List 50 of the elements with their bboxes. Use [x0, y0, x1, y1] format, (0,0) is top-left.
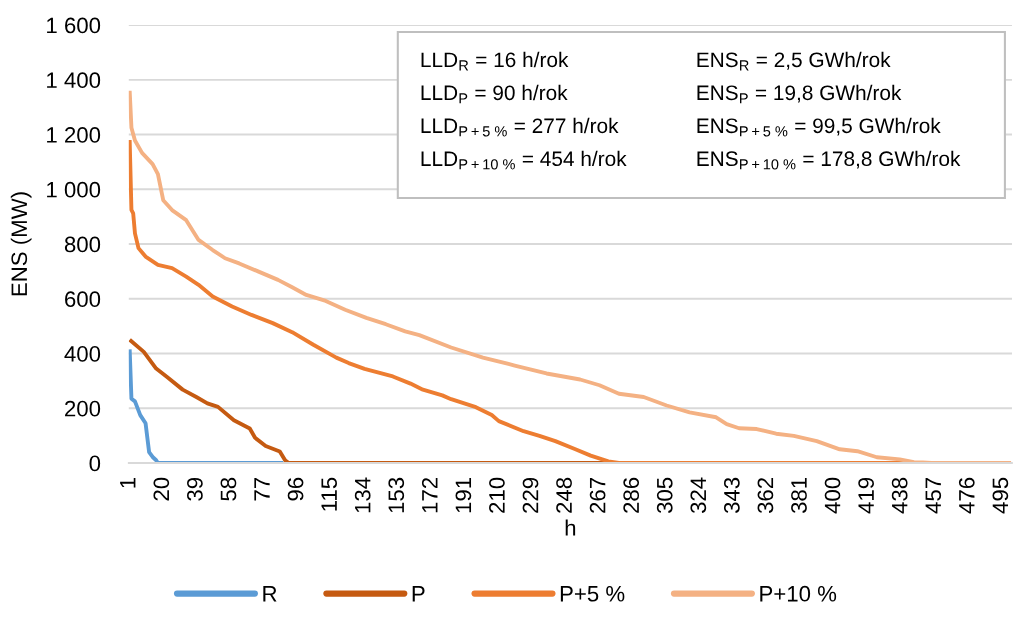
- x-tick-label: 77: [254, 477, 270, 501]
- x-tick-label: 400: [824, 477, 841, 514]
- x-tick-label: 381: [791, 477, 807, 514]
- x-tick-label: 20: [153, 477, 170, 501]
- x-tick-label: 153: [388, 477, 405, 513]
- annotation: LLD$_{R}$ = 16 h/rok: [421, 51, 569, 71]
- legend-label: P+10 %: [760, 585, 837, 602]
- y-tick-label: 400: [64, 346, 101, 362]
- x-tick-label: 267: [589, 477, 606, 513]
- x-tick-label: 134: [354, 477, 371, 513]
- y-tick-label: 1 000: [47, 181, 101, 198]
- x-tick-label: 419: [858, 477, 874, 514]
- x-tick-label: 191: [455, 477, 472, 513]
- x-tick-label: 362: [757, 477, 774, 514]
- x-tick-label: 343: [723, 477, 740, 514]
- legend-label: P+5 %: [560, 585, 625, 602]
- annotation: LLD$_{P+5 %}$ = 277 h/rok: [421, 117, 619, 137]
- x-tick-label: 115: [321, 477, 337, 511]
- x-tick-label: 1: [120, 477, 136, 488]
- x-tick-label: 305: [656, 477, 673, 514]
- annotation: LLD$_{P}$ = 90 h/rok: [421, 84, 568, 104]
- x-tick-label: 96: [287, 477, 304, 501]
- annotation: ENS$_{P}$ = 19,8 GWh/rok: [697, 84, 902, 104]
- x-tick-label: 39: [187, 477, 203, 501]
- annotation: LLD$_{P+10 %}$ = 454 h/rok: [421, 150, 627, 170]
- x-tick-label: 229: [522, 477, 539, 513]
- y-tick-label: 600: [65, 291, 101, 308]
- x-tick-label: 457: [925, 477, 942, 514]
- x-tick-label: 248: [556, 477, 572, 513]
- y-tick-label: 1 600: [47, 17, 101, 34]
- x-tick-label: 58: [220, 477, 237, 501]
- y-tick-label: 1 200: [47, 127, 101, 143]
- x-tick-label: 495: [992, 477, 1009, 514]
- y-axis-title: ENS (MW): [10, 192, 32, 296]
- y-tick-label: 1 400: [47, 72, 101, 89]
- x-tick-label: 476: [958, 477, 975, 514]
- y-tick-label: 800: [64, 236, 101, 253]
- x-tick-label: 324: [690, 477, 707, 514]
- legend-label: P: [412, 586, 425, 602]
- x-tick-label: 286: [623, 477, 640, 513]
- x-tick-label: 172: [421, 477, 438, 513]
- legend-label: R: [263, 586, 277, 602]
- annotation: ENS$_{P+5 %}$ = 99,5 GWh/rok: [697, 117, 941, 137]
- annotation: ENS$_{P+10 %}$ = 178,8 GWh/rok: [697, 150, 961, 170]
- x-axis-title: h: [565, 519, 576, 536]
- y-tick-label: 0: [89, 455, 101, 472]
- x-tick-label: 210: [489, 477, 505, 513]
- y-tick-label: 200: [65, 400, 101, 417]
- annotation: ENS$_{R}$ = 2,5 GWh/rok: [697, 51, 891, 71]
- x-tick-label: 438: [891, 477, 908, 514]
